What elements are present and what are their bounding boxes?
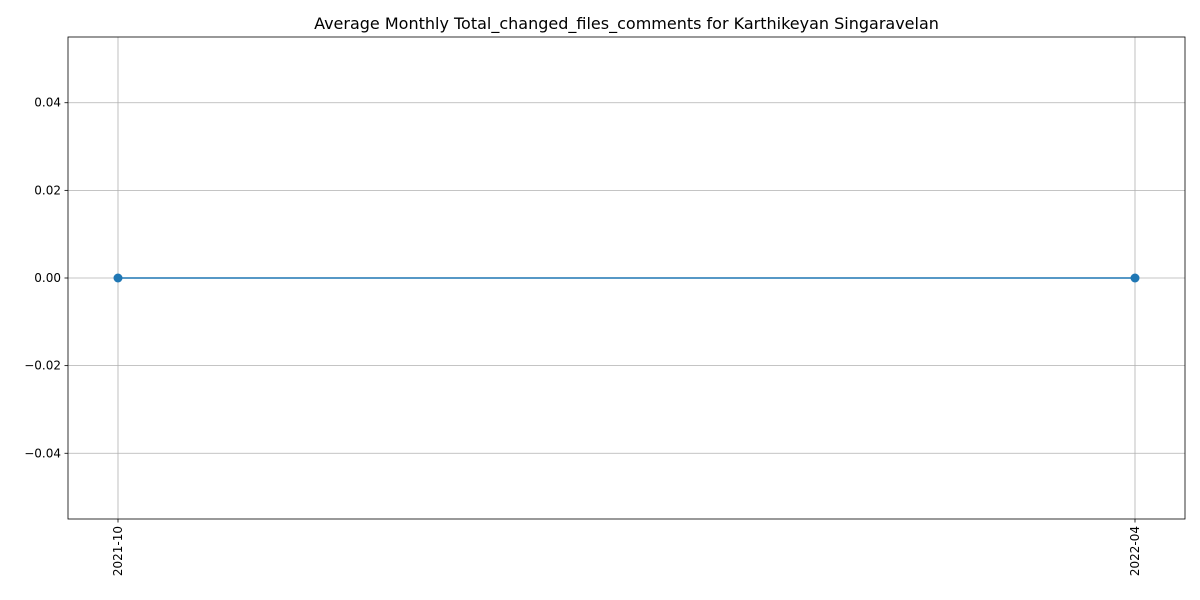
chart-title: Average Monthly Total_changed_files_comm… bbox=[314, 14, 939, 34]
y-tick-label: 0.02 bbox=[34, 183, 61, 197]
y-tick-label: −0.02 bbox=[24, 359, 61, 373]
x-tick-label: 2022-04 bbox=[1128, 526, 1142, 576]
x-tick-label: 2021-10 bbox=[111, 526, 125, 576]
x-axis: 2021-10 2022-04 bbox=[111, 519, 1142, 576]
y-tick-label: 0.04 bbox=[34, 96, 61, 110]
y-tick-label: −0.04 bbox=[24, 446, 61, 460]
data-series bbox=[113, 273, 1140, 283]
y-tick-label: 0.00 bbox=[34, 271, 61, 285]
data-point bbox=[113, 273, 123, 283]
y-axis: −0.04 −0.02 0.00 0.02 0.04 bbox=[24, 96, 68, 460]
data-point bbox=[1130, 273, 1140, 283]
